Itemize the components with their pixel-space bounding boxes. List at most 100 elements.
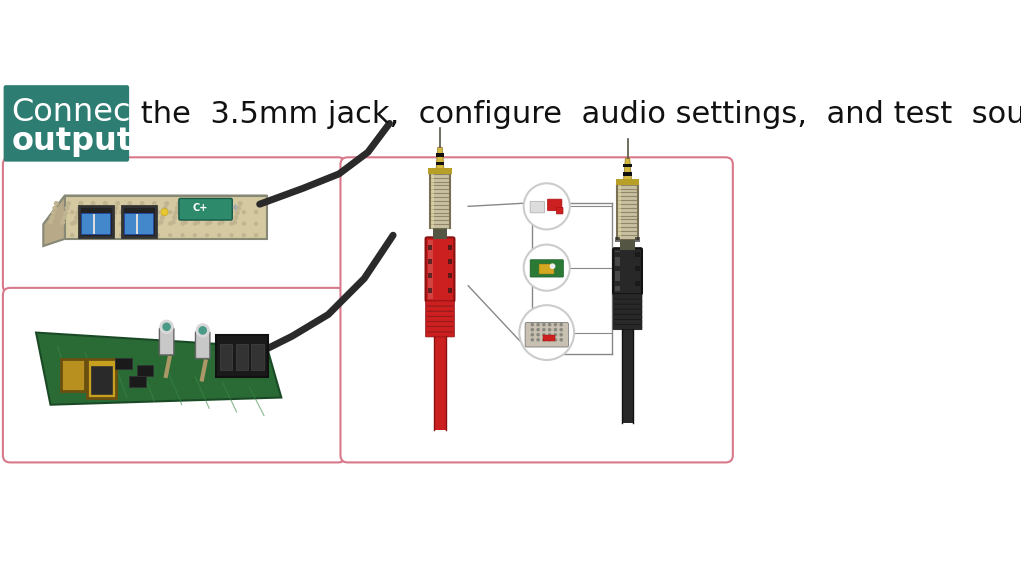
Circle shape: [160, 320, 174, 334]
Circle shape: [221, 220, 224, 224]
Circle shape: [531, 324, 533, 325]
Circle shape: [119, 222, 123, 225]
Circle shape: [86, 220, 89, 224]
Circle shape: [70, 234, 74, 237]
Circle shape: [531, 334, 533, 336]
Circle shape: [113, 211, 116, 214]
Bar: [430, 174, 450, 228]
Circle shape: [238, 202, 242, 205]
Text: C+: C+: [193, 203, 208, 213]
Circle shape: [107, 222, 110, 225]
Circle shape: [70, 210, 74, 213]
Circle shape: [164, 202, 168, 205]
Bar: [616, 252, 620, 257]
Bar: [428, 244, 432, 250]
Circle shape: [543, 329, 545, 331]
Circle shape: [114, 206, 118, 210]
Circle shape: [537, 324, 539, 325]
Circle shape: [222, 216, 226, 219]
Circle shape: [128, 202, 132, 205]
Circle shape: [176, 206, 180, 210]
Circle shape: [543, 334, 545, 336]
Circle shape: [156, 210, 159, 213]
Circle shape: [89, 211, 92, 214]
FancyBboxPatch shape: [179, 198, 232, 220]
FancyBboxPatch shape: [87, 359, 116, 398]
Circle shape: [524, 183, 570, 229]
Circle shape: [119, 234, 123, 237]
FancyBboxPatch shape: [130, 376, 146, 387]
Circle shape: [524, 244, 570, 291]
Circle shape: [140, 202, 144, 205]
Circle shape: [64, 211, 67, 214]
Circle shape: [197, 216, 201, 219]
Circle shape: [107, 210, 110, 213]
Circle shape: [185, 216, 189, 219]
Circle shape: [230, 222, 233, 225]
FancyBboxPatch shape: [81, 213, 110, 234]
Circle shape: [49, 220, 52, 224]
Circle shape: [531, 339, 533, 341]
Circle shape: [201, 202, 205, 205]
Circle shape: [66, 202, 70, 205]
Text: output.: output.: [11, 126, 145, 157]
Bar: [621, 239, 635, 250]
Circle shape: [99, 216, 103, 219]
FancyBboxPatch shape: [340, 158, 733, 462]
Circle shape: [548, 329, 550, 331]
Circle shape: [132, 210, 135, 213]
Polygon shape: [623, 158, 632, 185]
Polygon shape: [43, 196, 266, 224]
Circle shape: [77, 211, 80, 214]
Circle shape: [156, 222, 159, 225]
Circle shape: [173, 216, 177, 219]
FancyBboxPatch shape: [614, 304, 642, 309]
Circle shape: [181, 210, 184, 213]
Circle shape: [119, 210, 123, 213]
Circle shape: [561, 329, 563, 331]
Circle shape: [98, 220, 101, 224]
Bar: [635, 237, 640, 243]
FancyBboxPatch shape: [236, 344, 248, 370]
Circle shape: [561, 324, 563, 325]
Circle shape: [74, 220, 77, 224]
Bar: [616, 266, 620, 271]
FancyBboxPatch shape: [543, 335, 554, 342]
Circle shape: [184, 220, 187, 224]
Circle shape: [62, 216, 66, 219]
FancyBboxPatch shape: [614, 299, 642, 304]
Bar: [428, 288, 432, 293]
Circle shape: [254, 210, 257, 213]
Bar: [635, 281, 640, 286]
Circle shape: [103, 202, 107, 205]
Circle shape: [254, 234, 257, 237]
Circle shape: [78, 206, 81, 210]
Circle shape: [199, 211, 202, 214]
Polygon shape: [43, 196, 65, 246]
Circle shape: [144, 222, 147, 225]
FancyBboxPatch shape: [614, 325, 642, 329]
Circle shape: [95, 210, 98, 213]
FancyBboxPatch shape: [159, 328, 174, 355]
Circle shape: [127, 206, 131, 210]
Circle shape: [50, 216, 54, 219]
Circle shape: [168, 210, 172, 213]
Circle shape: [554, 339, 556, 341]
Circle shape: [242, 210, 245, 213]
Circle shape: [168, 234, 172, 237]
Circle shape: [543, 339, 545, 341]
Bar: [616, 179, 639, 185]
FancyBboxPatch shape: [525, 323, 569, 347]
Circle shape: [188, 206, 192, 210]
Text: Connect: Connect: [11, 97, 144, 128]
FancyBboxPatch shape: [220, 344, 232, 370]
Circle shape: [75, 216, 79, 219]
Circle shape: [554, 334, 556, 336]
Circle shape: [209, 216, 213, 219]
FancyBboxPatch shape: [91, 366, 112, 394]
Circle shape: [205, 222, 208, 225]
Circle shape: [61, 220, 64, 224]
FancyBboxPatch shape: [115, 358, 132, 369]
Circle shape: [208, 220, 211, 224]
Bar: [616, 251, 621, 292]
